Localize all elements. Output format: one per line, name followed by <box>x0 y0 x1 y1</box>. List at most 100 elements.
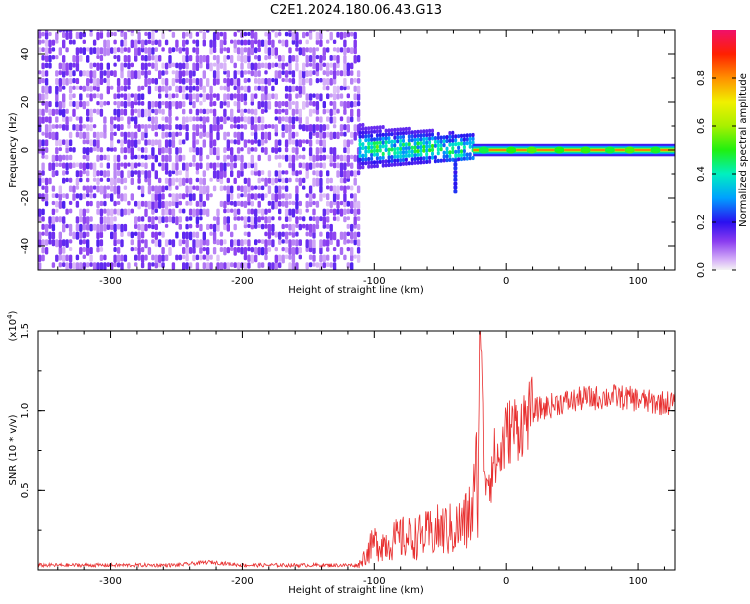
spectrogram-cell <box>322 139 326 148</box>
spectrogram-cell <box>158 39 162 47</box>
spectrogram-cell <box>267 62 272 70</box>
spectrogram-cell <box>130 247 134 252</box>
spectrogram-cell <box>120 39 124 47</box>
spectrogram-cell <box>284 200 289 208</box>
spectrogram-cell <box>48 162 52 171</box>
spectrogram-cell <box>154 47 158 52</box>
spectrogram-cell <box>226 154 230 160</box>
spectrogram-cell <box>147 62 152 67</box>
spectrogram-cell <box>407 142 411 147</box>
spectrogram-cell <box>436 143 440 148</box>
spectrogram-cell <box>75 47 80 56</box>
spectrogram-cell <box>254 223 258 229</box>
spectrogram-cell <box>329 262 333 268</box>
spectrogram-cell <box>330 30 332 31</box>
spectrogram-cell <box>38 93 42 101</box>
spectrogram-cell <box>82 31 86 38</box>
spectrogram-cell <box>322 101 326 109</box>
spectrogram-cell <box>302 147 306 152</box>
spectrogram-cell <box>329 131 333 140</box>
spectrogram-cell <box>393 147 397 152</box>
spectrogram-cell <box>288 55 292 64</box>
spectrogram-cell <box>329 177 333 184</box>
spectrogram-cell <box>240 55 244 63</box>
spectrogram-cell <box>75 231 80 240</box>
spectrogram-cell <box>410 161 414 166</box>
spectrogram-cell <box>140 162 145 168</box>
spectrogram-cell <box>188 70 193 79</box>
spectrogram-cell <box>82 39 86 44</box>
spectrogram-cell <box>416 160 420 165</box>
spectrogram-cell <box>171 47 176 53</box>
spectrogram-cell <box>384 163 388 168</box>
y-tick-label: 0 <box>20 147 31 153</box>
spectrogram-cell <box>199 108 203 114</box>
spectrogram-cell <box>158 177 162 184</box>
spectrogram-cell <box>233 101 237 107</box>
spectrogram-cell <box>295 154 299 161</box>
spectrogram-cell <box>140 200 145 207</box>
spectrogram-cell <box>182 55 186 63</box>
spectrogram-carrier-blob <box>604 146 615 154</box>
spectrogram-cell <box>402 150 405 155</box>
spectrogram-cell <box>356 55 361 63</box>
spectrogram-cell <box>171 216 176 224</box>
spectrogram-cell <box>99 177 104 182</box>
spectrogram-cell <box>350 208 354 214</box>
spectrogram-cell <box>267 154 272 162</box>
spectrogram-cell <box>134 231 138 236</box>
spectrogram-cell <box>281 223 285 230</box>
spectrogram-cell <box>295 85 299 92</box>
y-tick-label: 20 <box>20 96 31 109</box>
spectrogram-cell <box>278 147 282 153</box>
spectrogram-cell <box>332 185 337 194</box>
spectrogram-cell <box>103 170 107 178</box>
spectrogram-cell <box>346 154 350 163</box>
spectrogram-cell <box>329 78 333 86</box>
spectrogram-cell <box>161 262 165 268</box>
spectrogram-cell <box>364 145 368 150</box>
spectrogram-cell <box>451 138 455 143</box>
spectrogram-cell <box>468 136 472 142</box>
spectrogram-cell <box>407 161 411 166</box>
spectrogram-cell <box>161 193 165 200</box>
spectrogram-cell <box>48 124 52 133</box>
spectrogram-cell <box>123 55 128 63</box>
spectrogram-cell <box>96 62 100 71</box>
spectrogram-cell <box>92 85 97 91</box>
spectrogram-cell <box>319 30 323 33</box>
spectrogram-cell <box>236 147 241 154</box>
spectrogram-cell <box>127 208 131 216</box>
spectrogram-cell <box>233 139 237 145</box>
spectrogram-cell <box>257 154 261 161</box>
spectrogram-cell <box>295 223 299 228</box>
spectrogram-cell <box>137 93 141 101</box>
spectrogram-cell <box>381 163 385 168</box>
spectrogram-cell <box>457 149 461 154</box>
spectrogram-cell <box>48 216 52 224</box>
spectrogram-cell <box>326 78 330 86</box>
spectrogram-cell <box>75 177 80 186</box>
spectrogram-cell <box>315 139 320 145</box>
x-tick-label: -300 <box>99 276 122 287</box>
spectrogram-cell <box>448 157 452 162</box>
spectrogram-cell <box>86 231 90 237</box>
spectrogram-cell <box>240 154 244 163</box>
spectrogram-cell <box>175 101 179 110</box>
spectrogram-cell <box>422 137 426 142</box>
spectrogram-cell <box>151 208 155 215</box>
spectrogram-cell <box>219 177 224 185</box>
spectrogram-cell <box>212 47 217 53</box>
spectrogram-cell <box>113 93 117 100</box>
spectrogram-cell <box>147 170 152 179</box>
spectrogram-cell <box>147 47 152 56</box>
spectrogram-cell <box>260 262 265 268</box>
spectrogram-cell <box>58 231 62 240</box>
spectrogram-cell <box>236 247 241 253</box>
spectrogram-cell <box>62 62 66 72</box>
spectrogram-cell <box>161 47 165 52</box>
spectrogram-cell <box>123 185 128 190</box>
spectrogram-cell <box>123 139 128 144</box>
spectrogram-cell <box>399 142 403 147</box>
